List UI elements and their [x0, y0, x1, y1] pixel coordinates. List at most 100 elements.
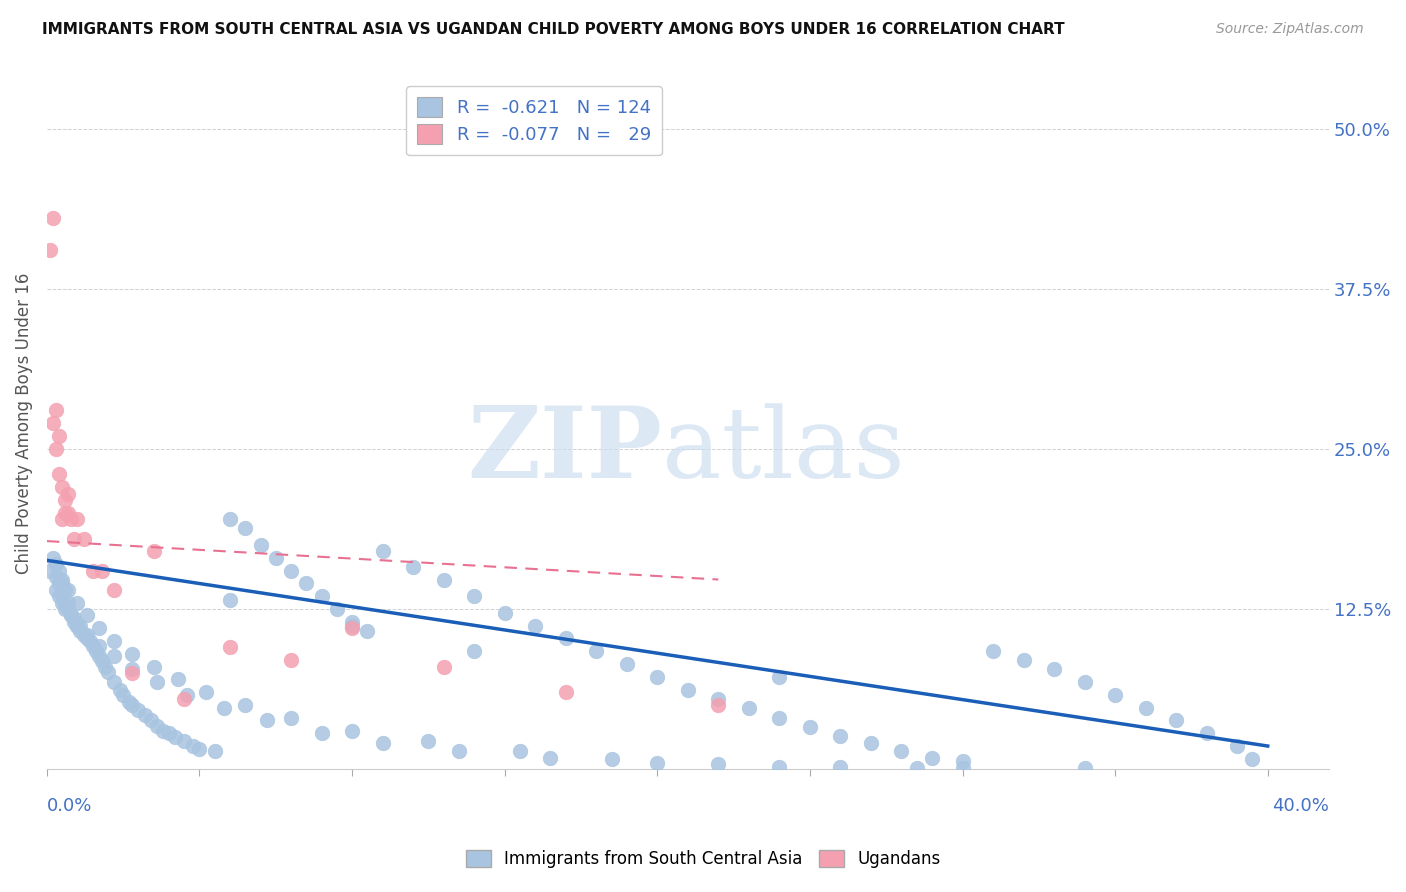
Point — [90, 655, 112, 669]
Point — [859, 736, 882, 750]
Point — [768, 759, 790, 773]
Point — [280, 711, 302, 725]
Point — [176, 688, 198, 702]
Point — [48, 429, 70, 443]
Point — [87, 639, 110, 653]
Point — [554, 632, 576, 646]
Point — [1166, 714, 1188, 728]
Point — [87, 621, 110, 635]
Point — [905, 761, 928, 775]
Point — [53, 602, 76, 616]
Point — [768, 670, 790, 684]
Point — [311, 589, 333, 603]
Text: 40.0%: 40.0% — [1272, 797, 1329, 814]
Point — [402, 559, 425, 574]
Point — [494, 606, 516, 620]
Point — [799, 720, 821, 734]
Point — [1043, 662, 1066, 676]
Point — [173, 691, 195, 706]
Point — [84, 644, 107, 658]
Point — [58, 486, 80, 500]
Point — [42, 550, 65, 565]
Point — [45, 442, 67, 456]
Point — [1195, 726, 1218, 740]
Point — [51, 512, 73, 526]
Point — [219, 593, 242, 607]
Point — [87, 649, 110, 664]
Point — [768, 711, 790, 725]
Point — [707, 698, 730, 712]
Point — [447, 744, 470, 758]
Point — [890, 744, 912, 758]
Point — [97, 665, 120, 679]
Text: 0.0%: 0.0% — [46, 797, 93, 814]
Point — [45, 557, 67, 571]
Point — [39, 244, 62, 258]
Point — [51, 576, 73, 591]
Point — [45, 570, 67, 584]
Point — [63, 532, 86, 546]
Point — [418, 734, 440, 748]
Point — [76, 627, 98, 641]
Point — [72, 627, 94, 641]
Point — [326, 602, 349, 616]
Point — [585, 644, 607, 658]
Point — [249, 538, 271, 552]
Point — [233, 521, 256, 535]
Point — [79, 634, 101, 648]
Point — [145, 675, 167, 690]
Point — [1073, 761, 1095, 775]
Point — [1241, 752, 1264, 766]
Point — [340, 621, 363, 635]
Point — [142, 544, 165, 558]
Point — [72, 532, 94, 546]
Point — [1226, 739, 1249, 753]
Point — [371, 544, 394, 558]
Point — [204, 744, 226, 758]
Point — [152, 723, 174, 738]
Point — [58, 582, 80, 597]
Point — [1012, 653, 1035, 667]
Point — [311, 726, 333, 740]
Point — [134, 708, 156, 723]
Point — [707, 691, 730, 706]
Point — [66, 618, 89, 632]
Point — [139, 714, 162, 728]
Point — [540, 750, 562, 764]
Point — [60, 608, 83, 623]
Point — [194, 685, 217, 699]
Point — [66, 512, 89, 526]
Point — [48, 589, 70, 603]
Point — [53, 582, 76, 597]
Legend: R =  -0.621   N = 124, R =  -0.077   N =   29: R = -0.621 N = 124, R = -0.077 N = 29 — [406, 87, 662, 155]
Point — [738, 700, 761, 714]
Point — [676, 682, 699, 697]
Point — [340, 618, 363, 632]
Y-axis label: Child Poverty Among Boys Under 16: Child Poverty Among Boys Under 16 — [15, 273, 32, 574]
Point — [188, 741, 211, 756]
Point — [952, 755, 974, 769]
Point — [830, 759, 852, 773]
Point — [509, 744, 531, 758]
Point — [90, 564, 112, 578]
Point — [42, 417, 65, 431]
Point — [280, 653, 302, 667]
Point — [616, 657, 638, 671]
Point — [280, 564, 302, 578]
Point — [647, 670, 669, 684]
Point — [63, 611, 86, 625]
Point — [82, 639, 104, 653]
Point — [45, 403, 67, 417]
Point — [433, 573, 456, 587]
Point — [53, 598, 76, 612]
Point — [121, 647, 143, 661]
Point — [554, 685, 576, 699]
Point — [952, 761, 974, 775]
Point — [1135, 700, 1157, 714]
Point — [173, 734, 195, 748]
Point — [524, 618, 547, 632]
Legend: Immigrants from South Central Asia, Ugandans: Immigrants from South Central Asia, Ugan… — [458, 843, 948, 875]
Point — [463, 644, 485, 658]
Point — [112, 688, 135, 702]
Point — [921, 750, 943, 764]
